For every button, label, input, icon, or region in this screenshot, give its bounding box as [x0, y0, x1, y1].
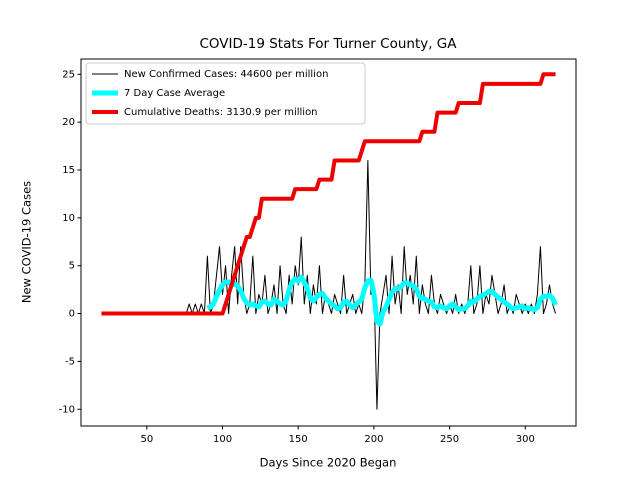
y-tick-label: 15: [62, 165, 75, 176]
legend-label: 7 Day Case Average: [124, 88, 225, 99]
y-tick-label: 20: [62, 117, 75, 128]
y-axis-label: New COVID-19 Cases: [20, 181, 34, 303]
x-tick-label: 100: [213, 434, 232, 445]
legend: New Confirmed Cases: 44600 per million 7 …: [85, 62, 366, 125]
x-tick-label: 300: [516, 434, 535, 445]
legend-box: [85, 62, 366, 125]
y-tick-label: 25: [62, 69, 75, 80]
series-line: [206, 274, 558, 327]
x-tick-label: 250: [440, 434, 459, 445]
x-tick-label: 50: [140, 434, 153, 445]
legend-label: Cumulative Deaths: 3130.9 per million: [124, 107, 318, 118]
y-tick-label: -5: [65, 356, 75, 367]
axes-frame: [80, 58, 577, 427]
y-tick-label: 10: [62, 213, 75, 224]
x-tick-label: 150: [289, 434, 308, 445]
plot-area: [101, 72, 558, 410]
chart-title: COVID-19 Stats For Turner County, GA: [199, 36, 457, 52]
x-tick-label: 200: [364, 434, 383, 445]
x-axis-label: Days Since 2020 Began: [260, 456, 397, 470]
y-tick-label: 5: [69, 261, 75, 272]
series-line: [101, 72, 556, 316]
legend-label: New Confirmed Cases: 44600 per million: [124, 69, 328, 80]
y-tick-label: -10: [59, 404, 75, 415]
y-tick-label: 0: [69, 309, 75, 320]
